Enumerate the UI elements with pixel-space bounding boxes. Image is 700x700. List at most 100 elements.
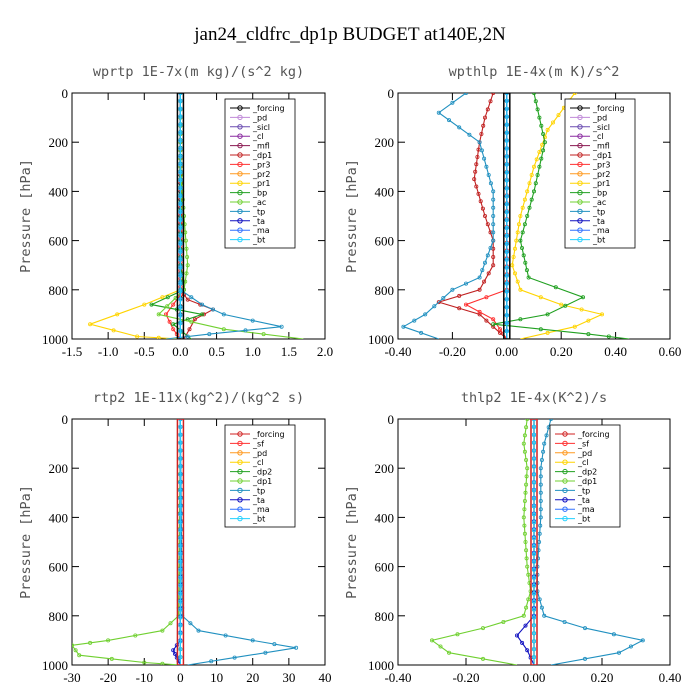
series-point [171, 302, 176, 307]
series-point [524, 457, 529, 462]
series-point [504, 154, 509, 159]
y-tick-label: 400 [49, 184, 69, 199]
series-point [189, 295, 194, 300]
series-point [432, 304, 437, 309]
series-point [196, 628, 201, 633]
series-point [538, 498, 543, 503]
series-point [250, 638, 255, 643]
series-point [556, 113, 561, 118]
legend-entry: _dp1 [252, 151, 272, 160]
series-point [491, 230, 496, 235]
x-tick-label: -0.40 [384, 344, 411, 359]
series-point [485, 222, 490, 227]
series-point [522, 498, 527, 503]
legend-marker [562, 440, 568, 447]
legend-marker [562, 459, 568, 465]
series-point [178, 544, 183, 549]
series-point [183, 238, 188, 243]
x-tick-label: 30 [282, 670, 295, 685]
legend-marker [237, 236, 243, 243]
series-point [178, 559, 183, 564]
series-point [559, 302, 564, 307]
y-tick-label: 400 [49, 510, 69, 525]
zero-line-column [176, 93, 185, 339]
y-tick-label: 1000 [368, 332, 394, 347]
y-axis-label: Pressure [hPa] [18, 485, 34, 599]
legend-entry: _ta [252, 217, 265, 226]
series-point [484, 318, 489, 323]
series-point [504, 297, 509, 302]
panel-3: rtp2 1E-11x(kg^2)/(kg^2 s) Pressure [hPa]… [18, 390, 332, 685]
series-point [482, 213, 487, 218]
series-point [527, 205, 532, 210]
series-point [553, 285, 558, 290]
series-point [510, 263, 515, 268]
legend-entry: _forcing [577, 430, 610, 439]
series-point [491, 317, 496, 322]
series-point [515, 633, 520, 638]
x-tick-label: 0.40 [604, 344, 627, 359]
series-point [538, 295, 543, 300]
series-point [563, 303, 568, 308]
series-point [401, 324, 406, 329]
series-point [504, 106, 509, 111]
series-point [484, 295, 489, 300]
series-point [504, 114, 509, 119]
series-point [524, 268, 529, 273]
series-point [178, 599, 183, 604]
y-tick-label: 600 [375, 234, 395, 249]
series-point [518, 238, 523, 243]
x-tick-label: -0.5 [134, 344, 155, 359]
y-tick-label: 200 [375, 461, 395, 476]
y-tick-label: 0 [388, 86, 395, 101]
series-point [628, 644, 633, 649]
series-point [532, 472, 537, 477]
series-point [178, 289, 183, 294]
series-point [532, 424, 537, 429]
y-tick-label: 0 [62, 86, 69, 101]
series-point [497, 327, 502, 332]
series-point [521, 253, 526, 258]
legend-entry: _tp [252, 207, 265, 216]
figure-title: jan24_cldfrc_dp1p BUDGET at140E,2N [193, 24, 506, 45]
legend-entry: _pd [252, 449, 267, 458]
series-point [538, 507, 543, 512]
series-point [168, 621, 173, 626]
series-point [135, 334, 140, 339]
series-point [504, 178, 509, 183]
series-point [178, 146, 183, 151]
series-point [467, 132, 472, 137]
series-point [572, 93, 577, 95]
series-point [423, 312, 428, 317]
series-point [572, 324, 577, 329]
series-point [514, 238, 519, 243]
x-tick-label: 0.5 [208, 344, 224, 359]
series-point [532, 607, 537, 612]
legend-entry: _tp [592, 207, 605, 216]
series-point [178, 233, 183, 238]
series-point [178, 480, 183, 485]
legend-marker [237, 124, 243, 130]
series-point [521, 441, 526, 446]
series-point [532, 655, 537, 660]
plot-area [88, 93, 304, 339]
legend-marker [577, 227, 583, 233]
panel-4: thlp2 1E-4x(K^2)/s Pressure [hPa] -0.40 -0.… [344, 390, 681, 685]
legend-box [224, 424, 296, 528]
series-point [482, 115, 487, 120]
series-point [549, 419, 553, 421]
legend-entry: _sf [577, 439, 589, 448]
series-point [532, 164, 537, 169]
series-point [524, 605, 529, 610]
series-point [184, 271, 189, 276]
legend-marker [562, 515, 568, 522]
plot-frame [71, 92, 326, 340]
series-point [209, 659, 214, 664]
legend-entry: _sf [252, 439, 264, 448]
series-point [486, 271, 491, 276]
series-point [513, 271, 518, 276]
legend: _forcing_sf_pd_cl_dp2_dp1_tp_ta_ma_bt [224, 424, 296, 528]
x-tick-label: 0.0 [172, 344, 188, 359]
legend-marker [577, 124, 583, 130]
series-point [525, 189, 530, 194]
